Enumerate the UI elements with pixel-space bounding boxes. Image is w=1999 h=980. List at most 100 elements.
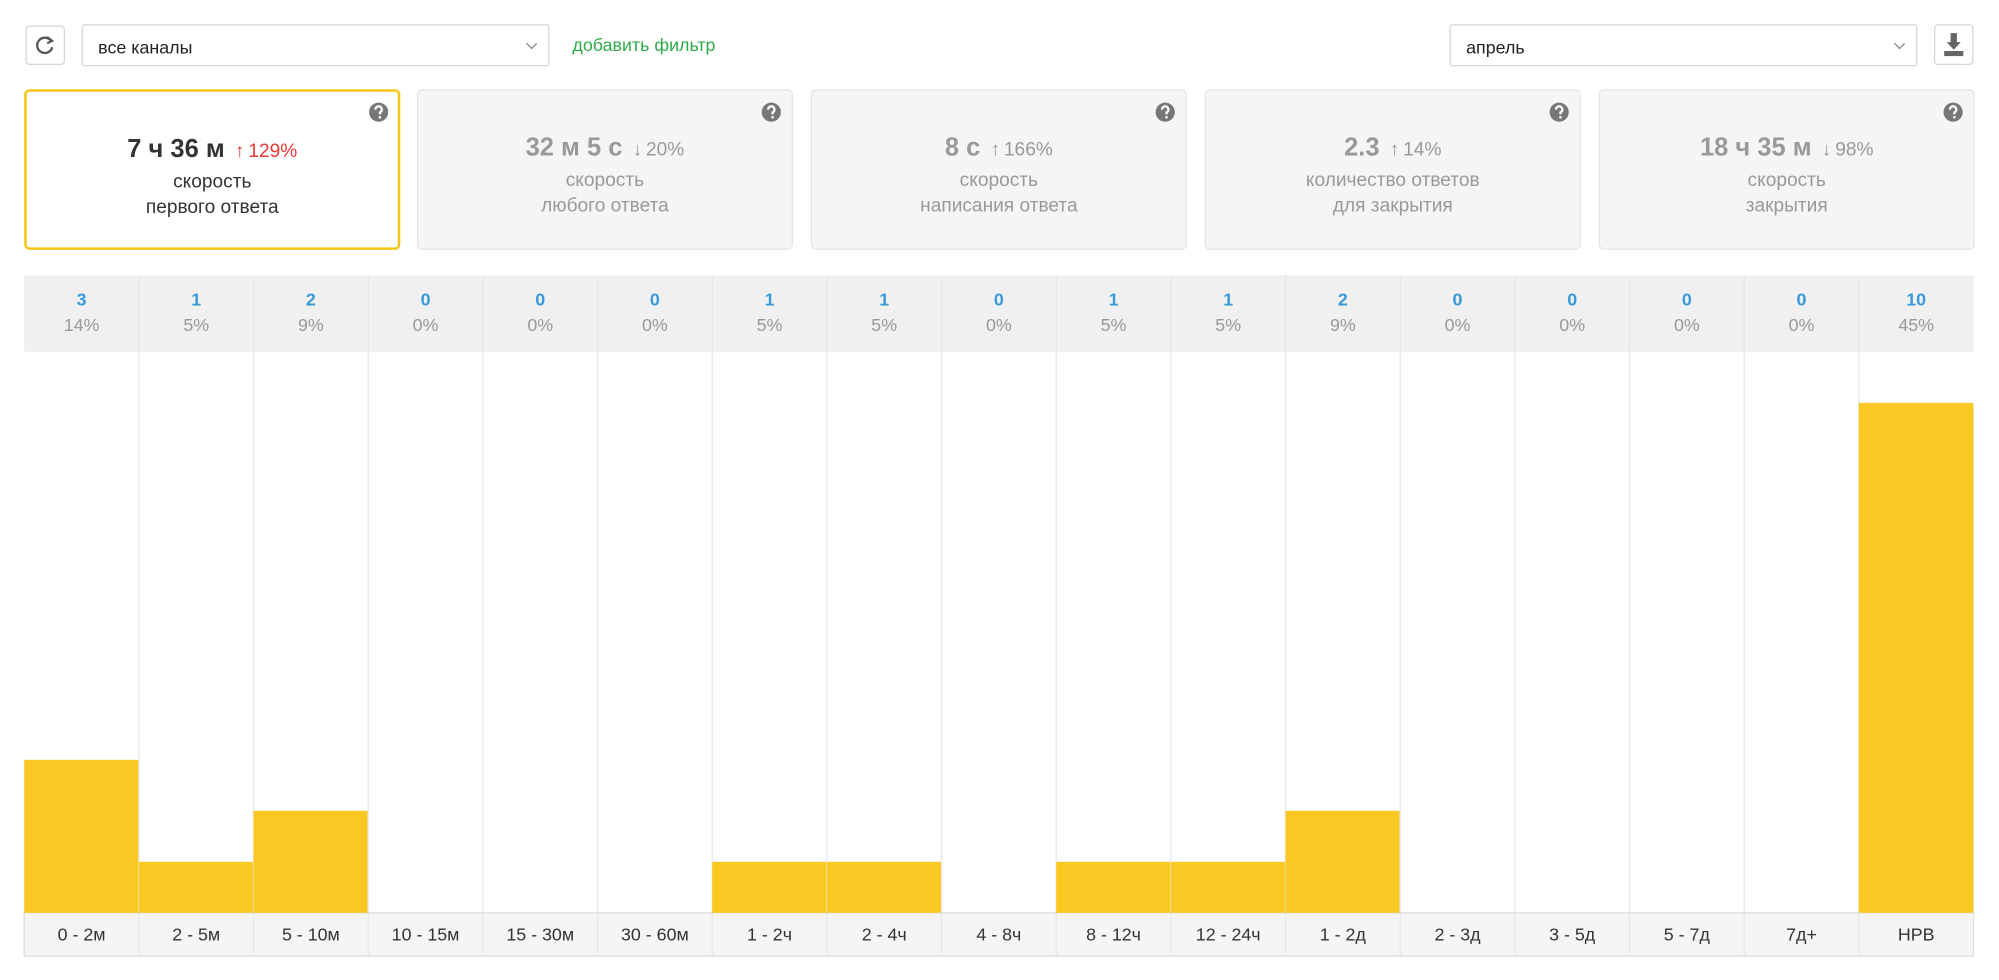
share-label: 5% — [1101, 315, 1127, 335]
help-circle — [761, 102, 781, 122]
share-label: 45% — [1898, 315, 1934, 335]
channel-select[interactable]: все каналы — [81, 24, 550, 67]
period-select[interactable]: апрель — [1449, 24, 1918, 67]
card-arrow: ↑ — [990, 138, 1001, 161]
count-label: 1 — [879, 290, 889, 310]
card-label: скорость написания ответа — [812, 168, 1186, 219]
card-value-row: 8 с ↑ 166% — [812, 134, 1186, 163]
help-circle — [369, 102, 389, 122]
card-arrow: ↓ — [1821, 138, 1832, 161]
metric-card[interactable]: 2.3 ↑ 14% количество ответов для закрытия — [1204, 89, 1581, 250]
x-tick-label: 5 - 10м — [282, 924, 340, 944]
bar — [24, 759, 139, 913]
count-label: 3 — [77, 290, 87, 310]
metric-card[interactable]: 32 м 5 с ↓ 20% скорость любого ответа — [416, 89, 793, 250]
help-circle — [1549, 102, 1569, 122]
x-tick-label: 2 - 4ч — [862, 924, 907, 944]
x-tick-label: НРВ — [1898, 924, 1935, 944]
help-mark — [374, 105, 383, 115]
refresh-button[interactable] — [25, 25, 66, 66]
share-label: 9% — [1330, 315, 1356, 335]
count-label: 0 — [650, 290, 660, 310]
card-label: скорость первого ответа — [27, 170, 398, 221]
bar — [1170, 861, 1286, 913]
card-arrow: ↑ — [234, 140, 245, 162]
metric-card[interactable]: 7 ч 36 м ↑ 129% скорость первого ответа — [24, 89, 401, 250]
card-label-line: скорость — [1747, 169, 1826, 192]
help-mark — [1554, 105, 1564, 115]
card-label-line: любого ответа — [541, 195, 669, 217]
share-label: 5% — [871, 315, 897, 335]
label-band — [23, 912, 1975, 957]
x-tick-label: 10 - 15м — [392, 924, 460, 944]
card-change: 98% — [1835, 138, 1874, 161]
card-value: 7 ч 36 м — [127, 135, 225, 164]
count-label: 1 — [765, 290, 775, 310]
share-label: 0% — [1559, 315, 1585, 335]
count-label: 0 — [1567, 290, 1577, 310]
count-label: 0 — [421, 290, 431, 310]
x-tick-label: 4 - 8ч — [976, 924, 1021, 944]
chevron — [526, 42, 538, 50]
card-arrow: ↑ — [1389, 138, 1400, 161]
card-label-line: количество ответов — [1305, 169, 1480, 192]
card-value-row: 32 м 5 с ↓ 20% — [418, 134, 792, 163]
help-dot — [771, 116, 774, 119]
card-label-line: для закрытия — [1332, 195, 1453, 217]
bar — [712, 861, 827, 913]
count-label: 0 — [1453, 290, 1463, 310]
help-icon — [1155, 102, 1175, 122]
chevron — [1894, 42, 1906, 50]
card-label: скорость закрытия — [1600, 168, 1974, 219]
help-mark — [1160, 105, 1170, 115]
help-dot — [1165, 116, 1168, 119]
bar — [138, 861, 254, 913]
help-mark — [1948, 105, 1958, 115]
channel-select-text: все каналы — [98, 36, 193, 58]
share-label: 0% — [1789, 315, 1815, 335]
metric-card[interactable]: 18 ч 35 м ↓ 98% скорость закрытия — [1598, 89, 1975, 250]
count-label: 10 — [1906, 290, 1926, 310]
help-circle — [1155, 102, 1175, 122]
add-filter-link[interactable]: добавить фильтр — [572, 34, 716, 55]
help-dot — [1559, 116, 1562, 119]
x-tick-label: 2 - 5м — [172, 924, 220, 944]
share-label: 0% — [527, 315, 553, 335]
card-value: 32 м 5 с — [525, 133, 623, 162]
card-label-line: скорость — [959, 169, 1039, 192]
share-label: 5% — [183, 315, 209, 335]
share-label: 5% — [757, 315, 783, 335]
x-tick-label: 8 - 12ч — [1086, 924, 1141, 944]
metric-card[interactable]: 8 с ↑ 166% скорость написания ответа — [810, 89, 1187, 250]
header-band — [24, 275, 1974, 352]
x-tick-label: 7д+ — [1786, 924, 1817, 944]
count-label: 0 — [535, 290, 545, 310]
x-tick-label: 12 - 24ч — [1196, 924, 1261, 944]
card-change: 20% — [646, 138, 685, 161]
x-tick-label: 0 - 2м — [58, 924, 106, 944]
count-label: 1 — [1109, 290, 1119, 310]
share-label: 14% — [64, 315, 100, 335]
bar — [1858, 402, 1974, 913]
card-value-row: 7 ч 36 м ↑ 129% — [27, 135, 398, 164]
period-select-text: апрель — [1466, 36, 1525, 58]
x-tick-label: 2 - 3д — [1434, 924, 1481, 944]
x-tick-label: 1 - 2ч — [747, 924, 792, 944]
help-icon — [761, 102, 781, 122]
card-label-line: скорость — [173, 170, 252, 193]
bar — [1285, 810, 1401, 913]
card-label-line: написания ответа — [920, 195, 1078, 217]
card-label-line: скорость — [565, 169, 645, 192]
count-label: 1 — [191, 290, 201, 310]
download-button[interactable] — [1933, 24, 1974, 66]
card-value-row: 18 ч 35 м ↓ 98% — [1600, 134, 1974, 163]
card-change: 166% — [1003, 138, 1053, 161]
x-tick-label: 5 - 7д — [1664, 924, 1711, 944]
count-label: 0 — [1797, 290, 1807, 310]
x-tick-label: 3 - 5д — [1549, 924, 1596, 944]
card-value: 8 с — [944, 133, 981, 162]
help-icon — [1549, 102, 1569, 122]
